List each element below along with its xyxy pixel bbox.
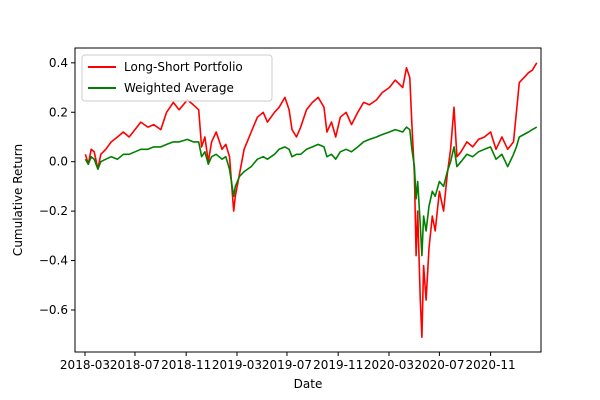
legend-label-long-short: Long-Short Portfolio <box>124 60 243 74</box>
series-layer <box>84 62 538 339</box>
legend-frame <box>81 54 273 102</box>
legend-label-weighted-average: Weighted Average <box>124 81 234 95</box>
y-tick-label: −0.6 <box>39 303 68 317</box>
series-line-weighted-average <box>84 126 538 257</box>
x-axis-label: Date <box>294 377 323 391</box>
y-tick-label: −0.4 <box>39 254 68 268</box>
x-axis: 2018-03 2018-07 2018-11 2019-03 2019-07 2019-… <box>60 352 516 372</box>
y-tick-label: 0.2 <box>49 105 68 119</box>
series-line-long-short-portfolio <box>84 62 538 339</box>
y-tick-label: −0.2 <box>39 204 68 218</box>
x-tick-label: 2019-03 <box>212 358 262 372</box>
x-tick-label: 2018-11 <box>161 358 211 372</box>
y-tick-label: 0.4 <box>49 56 68 70</box>
x-tick-label: 2018-07 <box>110 358 160 372</box>
x-tick-label: 2020-11 <box>466 358 516 372</box>
x-tick-label: 2019-07 <box>262 358 312 372</box>
y-axis: 0.4 0.2 0.0 −0.2 −0.4 −0.6 <box>39 56 75 317</box>
y-axis-label: Cumulative Return <box>11 144 25 256</box>
x-tick-label: 2020-03 <box>364 358 414 372</box>
x-tick-label: 2019-11 <box>313 358 363 372</box>
x-tick-label: 2020-07 <box>414 358 464 372</box>
y-tick-label: 0.0 <box>49 155 68 169</box>
legend: Long-Short Portfolio Weighted Average <box>81 54 273 102</box>
x-tick-label: 2018-03 <box>60 358 110 372</box>
plot-area-frame <box>74 47 542 353</box>
